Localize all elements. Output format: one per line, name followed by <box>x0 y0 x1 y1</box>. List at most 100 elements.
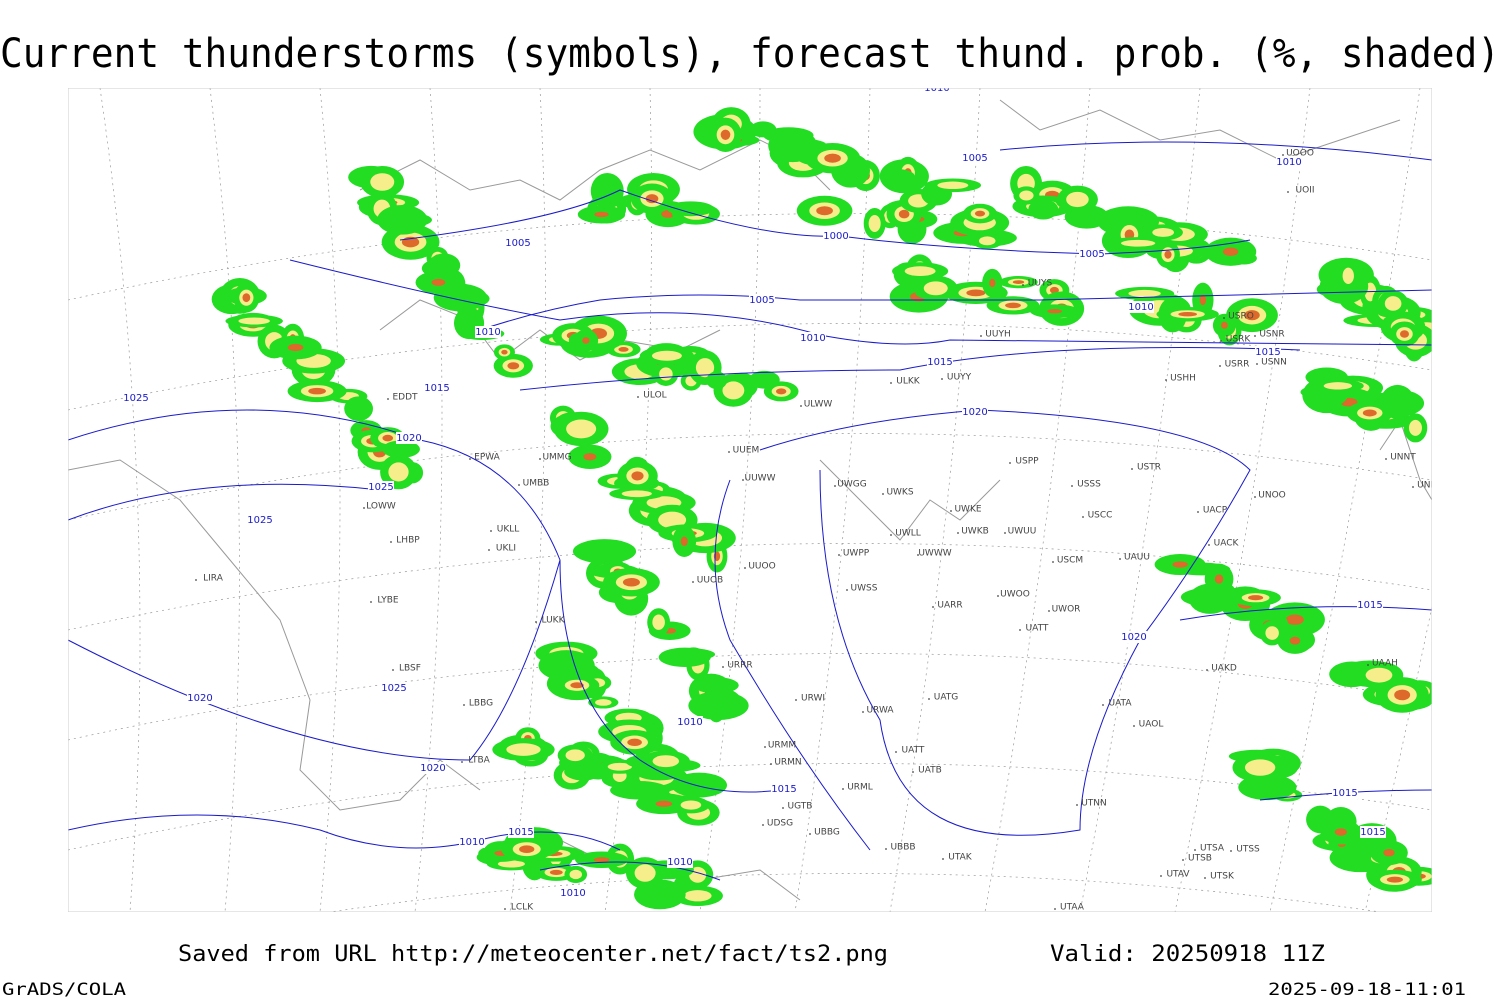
station-dot <box>1282 154 1284 156</box>
prob-shade <box>622 577 640 587</box>
graticule <box>1364 604 1432 912</box>
station-dot <box>363 507 365 509</box>
prob-shade <box>974 210 986 217</box>
prob-shade <box>634 864 656 882</box>
prob-shade <box>898 209 910 219</box>
prob-shade <box>1214 574 1224 584</box>
station-label: USCC <box>1088 511 1113 521</box>
prob-shade <box>506 743 541 756</box>
station-label: UBBG <box>814 828 840 838</box>
station-dot <box>928 698 930 700</box>
station-dot <box>1119 558 1121 560</box>
prob-shade <box>1120 239 1156 247</box>
prob-shade <box>693 677 739 694</box>
isobar-label-bg <box>962 406 988 418</box>
station-label: UOII <box>1296 186 1315 196</box>
prob-shade <box>904 266 936 277</box>
station-label: ULWW <box>804 400 833 410</box>
prob-shade <box>1399 330 1409 338</box>
station-dot <box>1133 725 1135 727</box>
isobar <box>519 347 1301 391</box>
station-label: UMMG <box>542 453 571 463</box>
station-dot <box>1223 317 1225 319</box>
prob-shade <box>570 682 584 689</box>
prob-shade <box>242 293 251 303</box>
isobar-label: 1020 <box>187 693 212 704</box>
station-label: LIRA <box>203 574 224 584</box>
prob-shade <box>388 462 409 482</box>
prob-shade <box>583 453 597 461</box>
station-dot <box>744 567 746 569</box>
prob-shade <box>627 738 642 747</box>
station-label: EDDT <box>392 393 418 403</box>
station-label: ULOL <box>643 391 666 401</box>
prob-shade <box>1342 267 1354 285</box>
station-dot <box>1165 379 1167 381</box>
isobar-label-bg <box>187 692 213 704</box>
prob-shade <box>1248 595 1264 601</box>
station-dot <box>1131 468 1133 470</box>
station-label: UARR <box>937 601 962 611</box>
graticule <box>794 88 871 912</box>
isobar-label: 1015 <box>1332 788 1357 799</box>
prob-shade <box>1012 280 1025 284</box>
station-label: UWOO <box>1000 590 1030 600</box>
station-dot <box>1194 849 1196 851</box>
isobar <box>999 141 1432 161</box>
station-label: UNBB <box>1417 481 1443 491</box>
station-dot <box>1197 511 1199 513</box>
station-dot <box>1009 462 1011 464</box>
station-dot <box>917 554 919 556</box>
isobar-label-bg <box>823 230 849 242</box>
station-dot <box>1071 485 1073 487</box>
isobar <box>714 479 871 851</box>
prob-shade <box>1019 190 1034 201</box>
prob-shade <box>507 362 520 370</box>
station-label: UUYS <box>1028 279 1053 289</box>
isobar <box>68 814 621 851</box>
station-dot <box>890 534 892 536</box>
station-dot <box>488 549 490 551</box>
prob-shade <box>937 181 969 190</box>
isobar <box>68 483 381 521</box>
isobar-label: 1010 <box>800 333 825 344</box>
station-label: UKLL <box>497 525 520 535</box>
prob-shade <box>680 536 688 546</box>
coastline <box>999 99 1401 161</box>
station-label: UWKS <box>886 488 913 498</box>
station-label: USRK <box>1226 335 1252 345</box>
prob-shade <box>748 370 780 389</box>
prob-shade <box>595 699 612 706</box>
prob-shade <box>1365 667 1393 683</box>
prob-shade <box>569 869 582 880</box>
station-dot <box>846 589 848 591</box>
isobar-label: 1025 <box>247 515 272 526</box>
isobar-label: 1015 <box>771 784 796 795</box>
prob-shade <box>652 755 680 768</box>
station-dot <box>1206 669 1208 671</box>
isobar-label: 1015 <box>1255 347 1280 358</box>
station-dot <box>932 606 934 608</box>
station-dot <box>1412 486 1414 488</box>
station-dot <box>1287 191 1289 193</box>
station-dot <box>370 601 372 603</box>
prob-shade <box>382 434 394 442</box>
station-dot <box>1182 859 1184 861</box>
prob-shade <box>720 129 731 140</box>
station-dot <box>890 382 892 384</box>
station-label: UKLI <box>496 544 516 554</box>
isobar-label-bg <box>1360 826 1386 838</box>
prob-shade <box>1222 247 1239 256</box>
coastline <box>1379 418 1432 501</box>
station-label: UGTB <box>788 802 813 812</box>
isobar-label-bg <box>1332 787 1358 799</box>
station-dot <box>742 479 744 481</box>
station-label: UOOO <box>1286 149 1314 159</box>
isobar-label: 1000 <box>823 231 848 242</box>
prob-shade <box>658 647 711 667</box>
prob-shade <box>1244 759 1276 776</box>
station-label: LBBG <box>469 699 493 709</box>
station-label: URRR <box>727 661 752 671</box>
station-label: UATT <box>1026 624 1049 634</box>
prob-shade <box>1172 561 1188 568</box>
